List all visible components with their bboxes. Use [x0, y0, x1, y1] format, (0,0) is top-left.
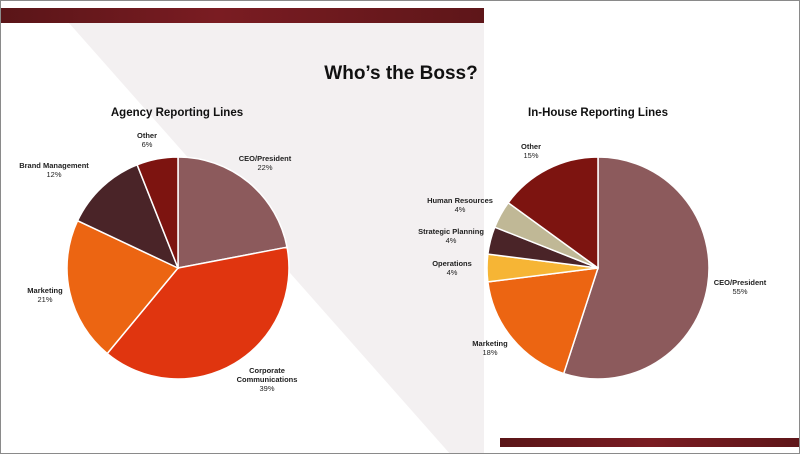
bottom-accent-bar: [500, 438, 799, 447]
slice-value-ceo-president: 22%: [257, 163, 272, 172]
slice-label-other: Other 15%: [521, 142, 541, 160]
pie-slice-marketing: [487, 267, 600, 375]
slice-label-other: Other 6%: [137, 131, 157, 149]
pie-slice-ceo-president: [562, 156, 710, 380]
pie-slice-brand-management: [76, 163, 180, 270]
slice-label-strategic-planning: Strategic Planning 4%: [418, 227, 484, 245]
inhouse-chart-title: In-House Reporting Lines: [528, 107, 668, 119]
slice-label-marketing: Marketing 21%: [27, 286, 63, 304]
top-accent-bar: [1, 8, 484, 23]
slice-value-corporate-communications: 39%: [259, 384, 274, 393]
pie-slice-other: [136, 156, 179, 269]
slice-label-corporate-communications: Corporate Communications 39%: [237, 366, 298, 393]
slice-label-marketing: Marketing 18%: [472, 339, 508, 357]
slice-value-human-resources: 4%: [455, 205, 466, 214]
agency-chart-title: Agency Reporting Lines: [110, 107, 244, 119]
slice-label-ceo-president: CEO/President 55%: [714, 278, 767, 296]
slice-value-brand-management: 12%: [46, 170, 61, 179]
slice-value-other: 15%: [523, 151, 538, 160]
slice-value-marketing: 18%: [482, 348, 497, 357]
slice-label-operations: Operations 4%: [432, 259, 472, 277]
slice-label-ceo-president: CEO/President 22%: [239, 154, 292, 172]
slice-value-marketing: 21%: [37, 295, 52, 304]
slice-value-strategic-planning: 4%: [446, 236, 457, 245]
pie-slice-other: [507, 156, 599, 270]
slice-value-other: 6%: [142, 140, 153, 149]
pie-slice-corporate-communications: [106, 246, 290, 380]
slice-value-operations: 4%: [447, 268, 458, 277]
pie-slice-marketing: [66, 219, 180, 355]
slice-value-ceo-president: 55%: [732, 287, 747, 296]
pie-slice-ceo-president: [177, 156, 288, 269]
slide-title: Who’s the Boss?: [324, 63, 478, 84]
slice-label-brand-management: Brand Management 12%: [19, 161, 89, 179]
slice-label-human-resources: Human Resources 4%: [427, 196, 493, 214]
